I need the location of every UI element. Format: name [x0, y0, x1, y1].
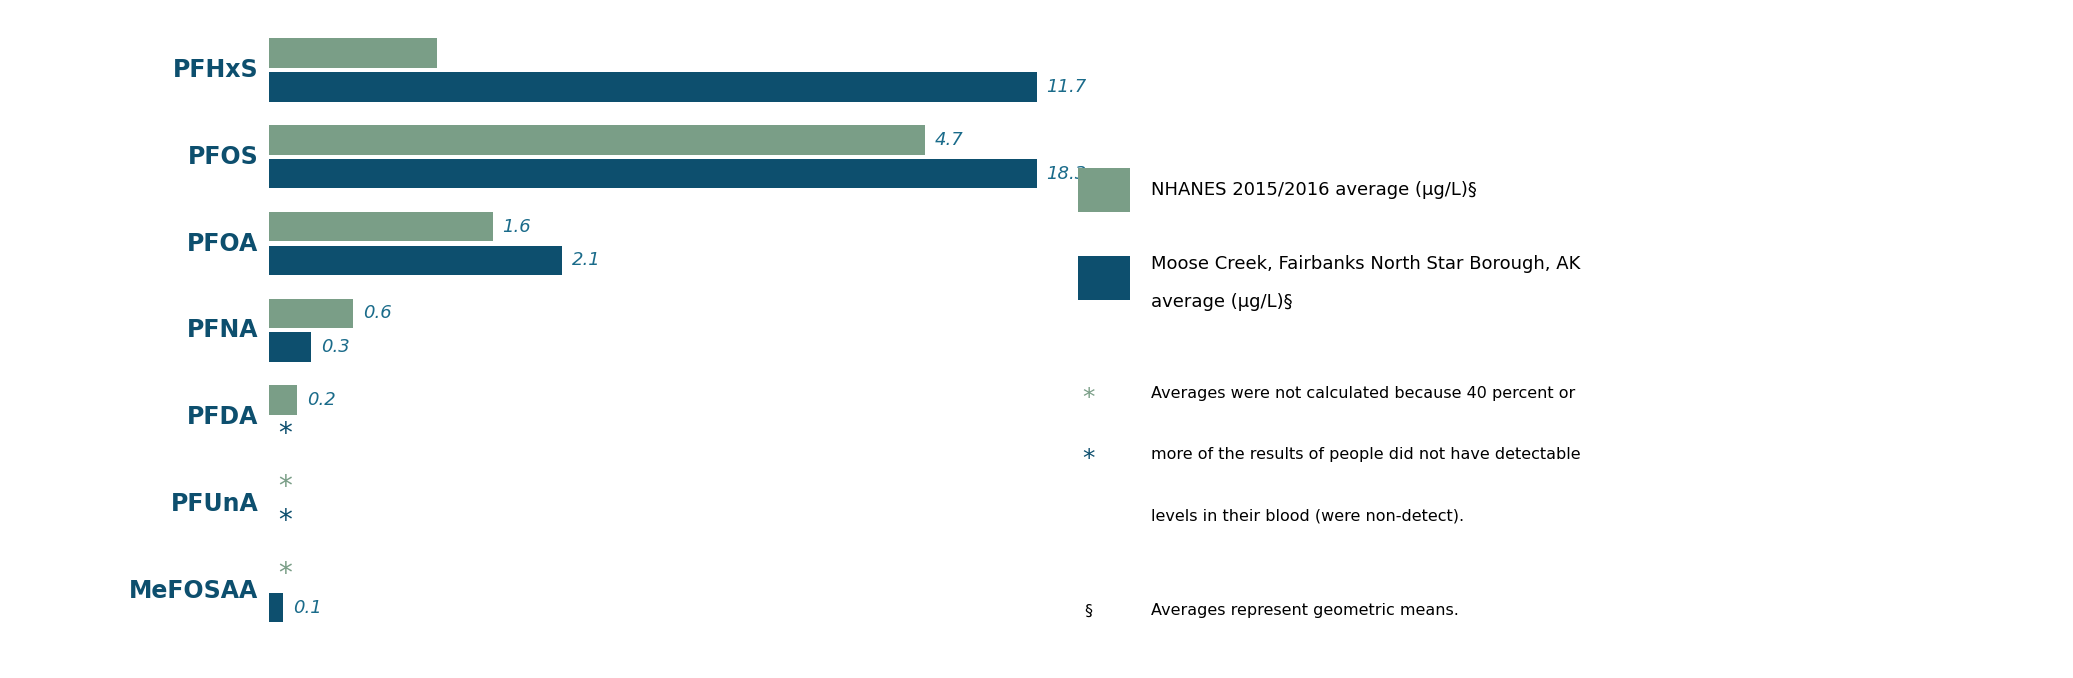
- Text: PFHxS: PFHxS: [172, 58, 259, 82]
- Text: 0.1: 0.1: [292, 599, 321, 616]
- Text: 2.1: 2.1: [572, 252, 601, 269]
- Text: *: *: [278, 473, 292, 501]
- Bar: [269, 38, 437, 68]
- Text: MeFOSAA: MeFOSAA: [129, 579, 259, 603]
- Text: NHANES 2015/2016 average (μg/L)§: NHANES 2015/2016 average (μg/L)§: [1151, 181, 1476, 199]
- Text: PFDA: PFDA: [187, 405, 259, 429]
- Bar: [269, 332, 311, 362]
- Text: PFUnA: PFUnA: [170, 492, 259, 516]
- Text: 0.6: 0.6: [363, 304, 392, 323]
- Bar: [269, 298, 352, 328]
- Text: PFNA: PFNA: [187, 319, 259, 342]
- Bar: [269, 159, 1036, 188]
- Text: *: *: [278, 420, 292, 448]
- Bar: [269, 385, 296, 415]
- Text: 11.7: 11.7: [1047, 78, 1086, 96]
- Text: more of the results of people did not have detectable: more of the results of people did not ha…: [1151, 447, 1580, 462]
- Bar: [269, 212, 493, 241]
- Text: §: §: [1084, 603, 1092, 618]
- Bar: [269, 245, 562, 275]
- Text: 18.3: 18.3: [1047, 165, 1086, 182]
- Text: 0.2: 0.2: [307, 391, 336, 410]
- Text: *: *: [278, 507, 292, 535]
- Text: PFOA: PFOA: [187, 232, 259, 256]
- Text: *: *: [1082, 386, 1095, 410]
- Text: *: *: [278, 560, 292, 588]
- Bar: [269, 72, 1036, 102]
- Text: average (μg/L)§: average (μg/L)§: [1151, 293, 1291, 311]
- Text: 1.6: 1.6: [502, 218, 531, 236]
- Text: 0.3: 0.3: [321, 338, 350, 356]
- Text: *: *: [1082, 447, 1095, 471]
- Bar: [269, 593, 284, 622]
- Text: 4.7: 4.7: [935, 131, 964, 149]
- Bar: [269, 125, 925, 155]
- Text: PFOS: PFOS: [187, 145, 259, 169]
- Text: Averages represent geometric means.: Averages represent geometric means.: [1151, 603, 1459, 618]
- Text: levels in their blood (were non-detect).: levels in their blood (were non-detect).: [1151, 508, 1464, 523]
- Text: Averages were not calculated because 40 percent or: Averages were not calculated because 40 …: [1151, 386, 1575, 401]
- Text: Moose Creek, Fairbanks North Star Borough, AK: Moose Creek, Fairbanks North Star Boroug…: [1151, 256, 1580, 273]
